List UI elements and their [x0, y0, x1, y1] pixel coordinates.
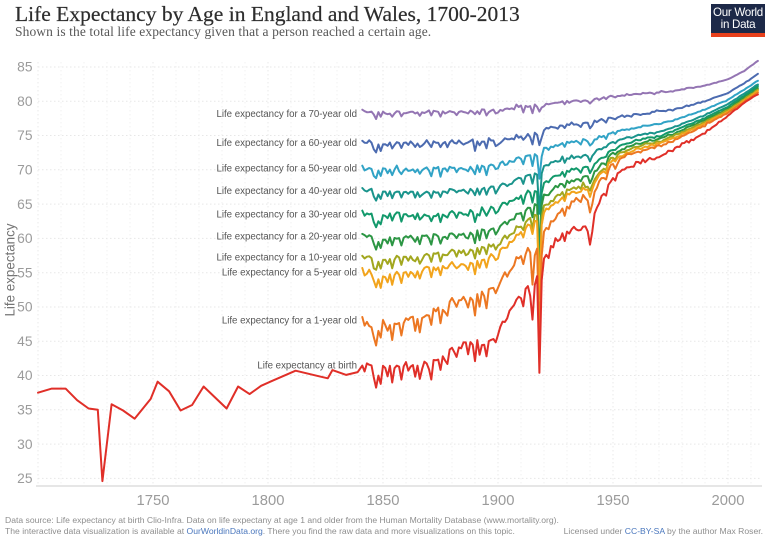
svg-text:65: 65	[17, 197, 33, 212]
svg-text:Life expectancy for a 50-year: Life expectancy for a 50-year old	[216, 163, 357, 174]
svg-text:80: 80	[17, 94, 33, 109]
svg-text:Life expectancy for a 60-year: Life expectancy for a 60-year old	[216, 138, 357, 149]
svg-text:1850: 1850	[367, 493, 400, 509]
svg-text:1900: 1900	[482, 493, 515, 509]
svg-text:70: 70	[17, 163, 33, 178]
svg-text:50: 50	[17, 300, 33, 315]
svg-text:55: 55	[17, 265, 33, 280]
svg-text:Life expectancy for a 70-year: Life expectancy for a 70-year old	[216, 109, 357, 120]
svg-text:2000: 2000	[712, 493, 745, 509]
svg-text:40: 40	[17, 368, 33, 383]
svg-text:Life expectancy for a 40-year: Life expectancy for a 40-year old	[216, 186, 357, 197]
svg-text:60: 60	[17, 231, 33, 246]
svg-text:1750: 1750	[137, 493, 170, 509]
svg-text:Life expectancy for a 5-year o: Life expectancy for a 5-year old	[222, 267, 357, 278]
svg-text:Life expectancy for a 30-year: Life expectancy for a 30-year old	[216, 209, 357, 220]
svg-text:35: 35	[17, 403, 33, 418]
svg-text:Life expectancy for a 20-year: Life expectancy for a 20-year old	[216, 232, 357, 243]
svg-text:Life expectancy for a 10-year: Life expectancy for a 10-year old	[216, 253, 357, 264]
svg-text:Life expectancy for a 1-year o: Life expectancy for a 1-year old	[222, 316, 357, 327]
svg-text:Life expectancy at birth: Life expectancy at birth	[257, 361, 357, 372]
svg-text:1800: 1800	[252, 493, 285, 509]
svg-text:Life expectancy: Life expectancy	[3, 223, 18, 316]
svg-text:85: 85	[17, 60, 33, 75]
svg-text:30: 30	[17, 437, 33, 452]
svg-text:25: 25	[17, 471, 33, 486]
svg-text:75: 75	[17, 128, 33, 143]
svg-text:45: 45	[17, 334, 33, 349]
svg-text:1950: 1950	[597, 493, 630, 509]
